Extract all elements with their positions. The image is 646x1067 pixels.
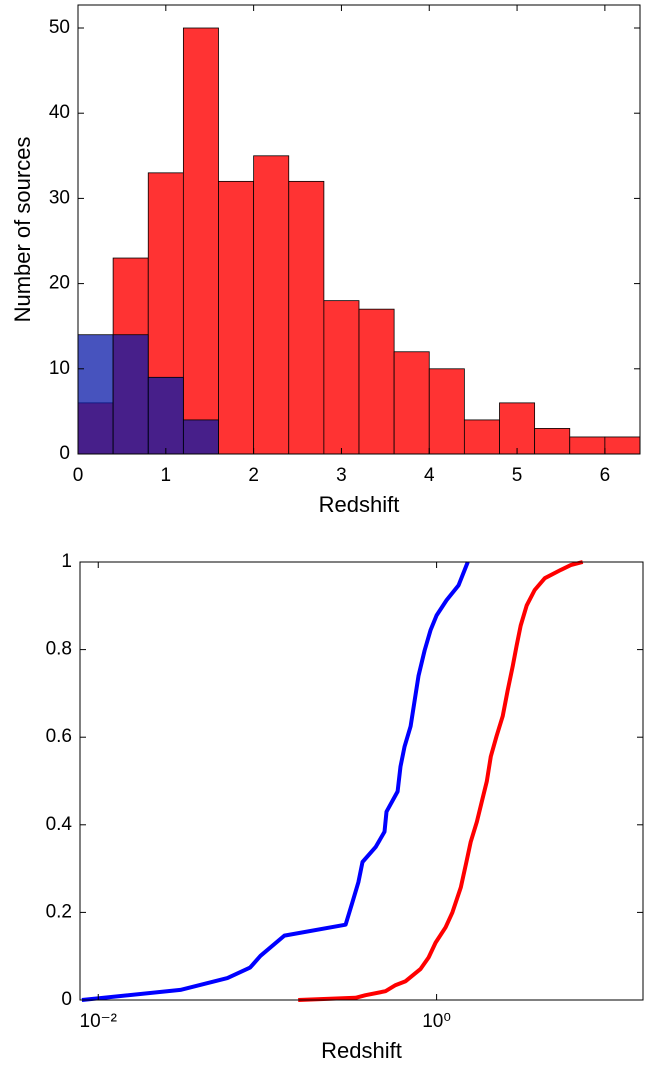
y-tick-label: 0.6 bbox=[46, 726, 72, 747]
x-tick-label: 10⁰ bbox=[422, 1011, 451, 1032]
y-tick-label: 10 bbox=[49, 358, 70, 379]
y-axis-label: Number of sources bbox=[10, 137, 35, 323]
bar bbox=[182, 27, 219, 455]
y-tick-label: 30 bbox=[49, 187, 70, 208]
bar bbox=[288, 180, 325, 455]
bar bbox=[77, 334, 114, 455]
bar bbox=[604, 436, 641, 455]
y-tick-label: 0.8 bbox=[46, 639, 72, 660]
x-axis-label: Redshift bbox=[321, 1038, 402, 1063]
y-tick-label: 1 bbox=[61, 551, 72, 572]
y-tick-label: 40 bbox=[49, 102, 70, 123]
y-tick-label: 0 bbox=[61, 989, 72, 1010]
bar bbox=[358, 308, 395, 455]
axes-box bbox=[79, 561, 644, 1001]
bar bbox=[499, 402, 536, 455]
bar bbox=[218, 180, 255, 455]
x-tick-label: 6 bbox=[600, 465, 611, 486]
axes-box bbox=[77, 4, 641, 455]
y-tick-label: 20 bbox=[49, 273, 70, 294]
bar bbox=[428, 368, 465, 455]
bar bbox=[182, 419, 219, 455]
bar bbox=[323, 300, 360, 455]
bar bbox=[463, 419, 500, 455]
cdf-line bbox=[298, 560, 584, 1002]
x-tick-label: 4 bbox=[424, 465, 435, 486]
x-tick-label: 10⁻² bbox=[80, 1011, 118, 1032]
bar bbox=[393, 351, 430, 455]
bar bbox=[112, 334, 149, 455]
x-tick-label: 2 bbox=[248, 465, 259, 486]
bar bbox=[253, 155, 290, 455]
x-tick-label: 0 bbox=[73, 465, 84, 486]
x-tick-label: 1 bbox=[161, 465, 172, 486]
y-tick-label: 50 bbox=[49, 17, 70, 38]
y-tick-label: 0 bbox=[59, 443, 70, 464]
y-tick-label: 0.4 bbox=[46, 814, 73, 835]
bar bbox=[569, 436, 606, 455]
y-tick-label: 0.2 bbox=[46, 901, 72, 922]
x-tick-label: 3 bbox=[336, 465, 347, 486]
bar bbox=[147, 376, 184, 455]
x-tick-label: 5 bbox=[512, 465, 523, 486]
cdf-line bbox=[81, 561, 470, 1002]
bar bbox=[534, 428, 571, 455]
x-axis-label: Redshift bbox=[319, 492, 400, 517]
